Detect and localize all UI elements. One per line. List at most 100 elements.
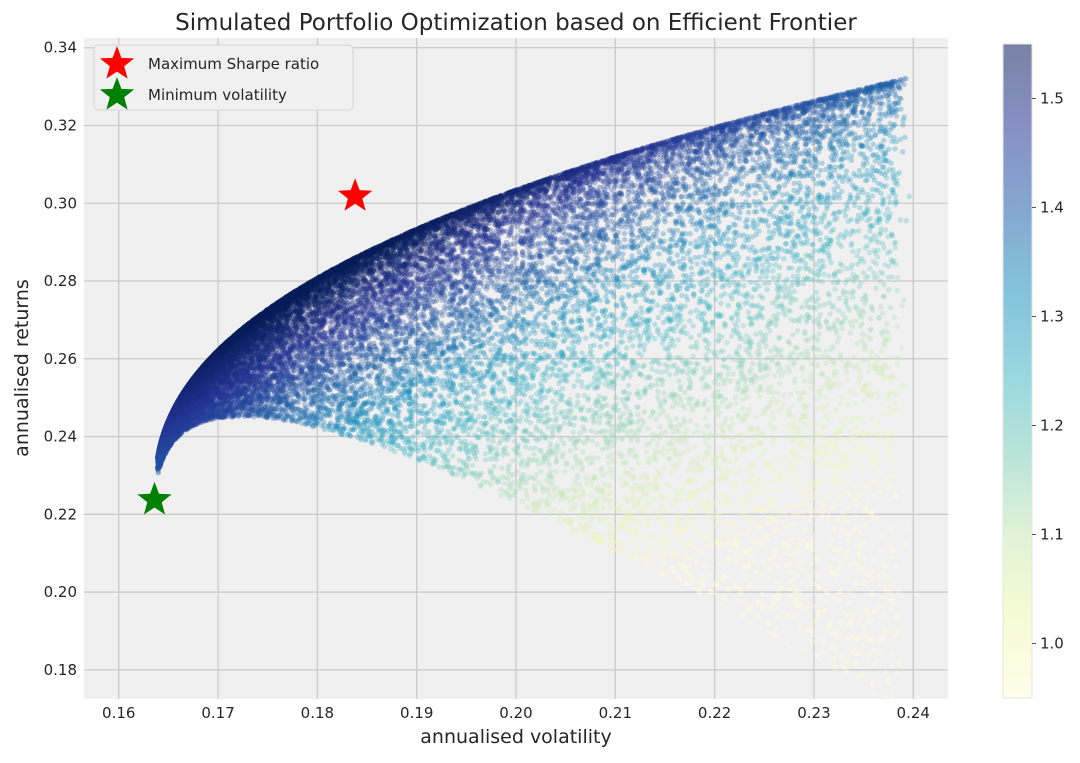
portfolio-point [884,585,889,590]
portfolio-point [877,490,882,495]
portfolio-point [796,535,801,540]
portfolio-point [801,509,806,514]
portfolio-point [734,401,739,406]
portfolio-point [780,192,785,197]
portfolio-point [746,256,751,261]
portfolio-point [520,499,525,504]
portfolio-point [725,237,730,242]
portfolio-point [678,510,683,515]
portfolio-point [824,361,829,366]
portfolio-point [824,402,829,407]
portfolio-point [719,601,724,606]
portfolio-point [856,248,861,253]
portfolio-point [900,118,905,123]
portfolio-point [450,453,455,458]
portfolio-point [826,273,831,278]
portfolio-point [641,347,646,352]
portfolio-point [735,523,740,528]
portfolio-point [738,501,743,506]
portfolio-point [792,289,797,294]
portfolio-point [490,439,495,444]
portfolio-point [899,303,904,308]
portfolio-point [554,469,559,474]
portfolio-point [473,403,478,408]
portfolio-point [838,654,843,659]
portfolio-point [694,227,699,232]
portfolio-point [720,535,725,540]
portfolio-point [638,505,643,510]
portfolio-point [733,395,738,400]
portfolio-point [790,438,795,443]
portfolio-point [561,441,566,446]
portfolio-point [846,537,851,542]
portfolio-point [890,651,895,656]
portfolio-point [694,560,699,565]
portfolio-point [854,425,859,430]
portfolio-point [832,286,837,291]
portfolio-point [507,311,512,316]
portfolio-point [870,578,875,583]
portfolio-point [704,542,709,547]
portfolio-point [765,537,770,542]
portfolio-point [656,251,661,256]
portfolio-point [781,392,786,397]
portfolio-point [795,512,800,517]
portfolio-point [762,532,767,537]
portfolio-point [485,437,490,442]
portfolio-point [902,135,907,140]
portfolio-point [744,511,749,516]
portfolio-point [889,663,894,668]
portfolio-point [857,461,862,466]
portfolio-point [857,530,862,535]
portfolio-point [904,218,909,223]
portfolio-point [716,465,721,470]
portfolio-point [853,318,858,323]
portfolio-point [706,348,711,353]
portfolio-point [708,535,713,540]
portfolio-point [736,531,741,536]
portfolio-point [661,561,666,566]
portfolio-point [892,315,897,320]
portfolio-point [483,451,488,456]
portfolio-point [689,265,694,270]
portfolio-point [622,428,627,433]
portfolio-point [895,362,900,367]
portfolio-point [856,381,861,386]
portfolio-point [765,566,770,571]
portfolio-point [889,554,894,559]
portfolio-point [764,274,769,279]
portfolio-point [652,263,657,268]
portfolio-point [831,655,836,660]
portfolio-point [869,590,874,595]
portfolio-point [843,416,848,421]
portfolio-point [880,604,885,609]
portfolio-point [789,391,794,396]
portfolio-point [868,216,873,221]
portfolio-point [649,366,654,371]
portfolio-point [680,200,685,205]
portfolio-point [705,293,710,298]
portfolio-point [892,400,897,405]
portfolio-point [809,361,814,366]
portfolio-point [653,416,658,421]
portfolio-point [731,583,736,588]
portfolio-point [880,412,885,417]
portfolio-point [811,533,816,538]
portfolio-point [872,275,877,280]
portfolio-point [817,595,822,600]
portfolio-point [824,348,829,353]
portfolio-point [827,542,832,547]
portfolio-point [867,250,872,255]
portfolio-point [740,406,745,411]
portfolio-point [688,335,693,340]
portfolio-point [733,479,738,484]
portfolio-point [861,580,866,585]
portfolio-point [818,168,823,173]
portfolio-point [837,401,842,406]
portfolio-point [760,262,765,267]
portfolio-point [878,106,883,111]
portfolio-point [734,189,739,194]
portfolio-point [875,420,880,425]
portfolio-point [871,122,876,127]
portfolio-point [816,446,821,451]
